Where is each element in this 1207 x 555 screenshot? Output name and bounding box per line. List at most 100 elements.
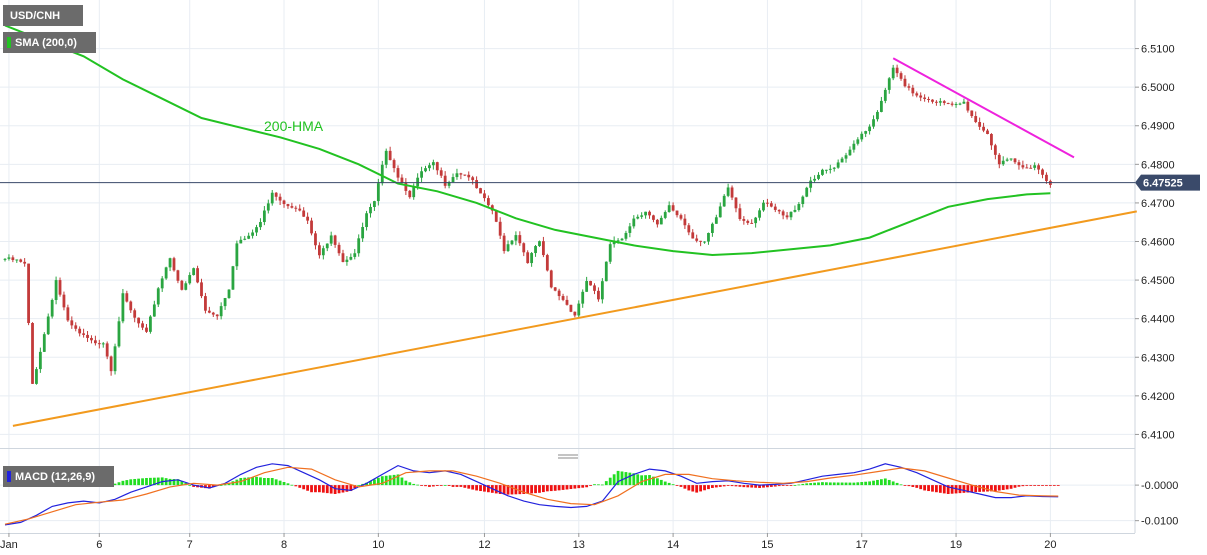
x-tick-label: 8	[281, 539, 287, 551]
candle-body	[950, 103, 954, 105]
y-tick-label: 6.4200	[1141, 391, 1175, 403]
macd-histogram-bar	[506, 485, 510, 495]
macd-histogram-bar	[569, 485, 573, 490]
candle-body	[545, 255, 549, 271]
macd-histogram-bar	[766, 485, 769, 488]
macd-histogram-bar	[204, 485, 207, 489]
macd-histogram-bar	[530, 485, 534, 494]
macd-histogram-bar	[950, 485, 954, 494]
x-tick-label: 19	[950, 539, 962, 551]
macd-histogram-bar	[219, 485, 223, 486]
candle-body	[718, 206, 722, 218]
y-tick-label: 6.4500	[1141, 275, 1175, 287]
macd-histogram-bar	[129, 479, 133, 486]
candle-body	[255, 227, 258, 233]
candle-body	[219, 306, 223, 317]
candle-body	[766, 202, 769, 204]
candle-body	[946, 102, 950, 104]
macd-histogram-bar	[266, 478, 270, 486]
candle-body	[23, 261, 27, 264]
candle-body	[769, 203, 773, 207]
macd-histogram-bar	[172, 479, 176, 486]
macd-histogram-bar	[152, 477, 156, 486]
macd-histogram-bar	[632, 473, 636, 486]
resistance-trendline	[892, 57, 1075, 159]
macd-histogram-bar	[746, 485, 750, 488]
candle-body	[333, 235, 337, 245]
macd-histogram-bar	[750, 485, 754, 488]
macd-histogram-bar	[648, 475, 651, 486]
candle-body	[754, 217, 758, 224]
candle-body	[353, 253, 357, 257]
macd-histogram-bar	[585, 485, 589, 488]
candle-body	[42, 334, 46, 352]
macd-tag[interactable]: MACD (12,26,9)	[3, 466, 114, 487]
candle-body	[129, 301, 133, 311]
macd-histogram-bar	[911, 485, 915, 487]
macd-histogram-bar	[848, 482, 852, 486]
macd-histogram-bar	[990, 485, 993, 492]
macd-histogram-bar	[475, 485, 478, 491]
macd-panel	[3, 463, 1060, 526]
macd-histogram-bar	[997, 485, 1001, 491]
x-tick-label: 10	[372, 539, 384, 551]
panel-splitter[interactable]	[558, 454, 578, 459]
candle-body	[667, 205, 671, 213]
y-tick-label: 6.4300	[1141, 352, 1175, 364]
macd-histogram-bar	[726, 485, 730, 486]
macd-histogram-bar	[207, 485, 211, 489]
candle-body	[373, 201, 376, 207]
y-tick-label: 6.4700	[1141, 198, 1175, 210]
candle-body	[180, 280, 184, 290]
macd-histogram-bar	[966, 485, 970, 493]
candle-body	[66, 307, 70, 321]
candle-body	[793, 209, 797, 212]
candle-body	[781, 211, 785, 216]
macd-histogram-bar	[274, 479, 278, 486]
macd-histogram-bar	[970, 485, 974, 493]
macd-histogram-bar	[691, 485, 695, 492]
macd-histogram-bar	[773, 485, 777, 487]
candle-body	[738, 208, 742, 219]
macd-histogram-bar	[545, 485, 549, 492]
macd-histogram-bar	[510, 485, 514, 495]
macd-histogram-bar	[325, 485, 329, 494]
macd-histogram-bar	[636, 474, 640, 486]
candle-body	[149, 316, 152, 332]
macd-histogram-bar	[573, 485, 577, 489]
macd-histogram-bar	[396, 474, 400, 486]
macd-histogram-bar	[400, 477, 404, 486]
macd-histogram-bar	[298, 485, 302, 488]
macd-histogram-bar	[1056, 485, 1060, 486]
macd-histogram-bar	[424, 485, 427, 487]
candle-body	[542, 241, 545, 256]
macd-histogram-bar	[428, 485, 431, 487]
candle-body	[211, 312, 215, 315]
candle-body	[530, 253, 534, 264]
candle-body	[58, 280, 62, 295]
candle-body	[585, 281, 589, 292]
macd-histogram-bar	[935, 485, 938, 493]
candle-body	[176, 270, 180, 281]
y-tick-label: 6.4100	[1141, 429, 1175, 441]
candle-body	[400, 177, 404, 183]
macd-histogram-bar	[451, 485, 455, 487]
candle-body	[923, 97, 927, 99]
candle-body	[455, 173, 459, 178]
candle-body	[200, 282, 203, 297]
macd-histogram-bar	[840, 482, 844, 486]
candle-body	[349, 256, 353, 260]
candle-body	[479, 188, 482, 194]
candle-body	[188, 275, 192, 284]
macd-histogram-bar	[416, 484, 420, 486]
candle-body	[565, 299, 569, 305]
candle-body	[608, 244, 612, 262]
x-tick-label: 17	[856, 539, 868, 551]
candle-body	[561, 296, 565, 300]
candle-body	[919, 95, 923, 98]
candle-body	[891, 67, 895, 79]
macd-histogram-bar	[467, 485, 471, 489]
macd-histogram-bar	[188, 484, 192, 486]
indicator-tag[interactable]: SMA (200,0)	[3, 32, 96, 53]
candle-body	[192, 268, 196, 276]
